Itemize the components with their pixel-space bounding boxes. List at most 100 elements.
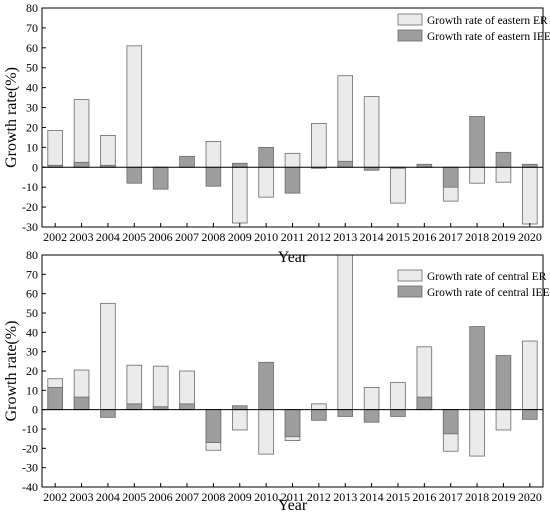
eastern-bar-er-2004 [100,135,116,168]
central-y-tick-label: 30 [26,345,38,359]
central-y-tick-label: 50 [26,306,38,320]
central-x-tick-label-2009: 2009 [228,490,252,504]
eastern-x-tick-label-2007: 2007 [175,230,199,244]
central-y-tick-label: -10 [22,422,38,436]
central-bar-er-2010 [258,409,274,455]
central-bar-iee-2004 [100,409,116,418]
central-bar-er-2014 [363,387,380,411]
legend-label-central-er: Growth rate of central ER [427,271,547,283]
central-x-tick-label-2018: 2018 [465,490,489,504]
central-x-tick-label-2012: 2012 [307,490,331,504]
central-bar-er-2012 [311,403,327,411]
central-bar-iee-2012 [311,409,327,421]
central-bar-er-2015 [390,382,406,411]
eastern-y-tick-label: 20 [26,120,38,134]
central-y-axis-title: Growth rate(%) [3,321,20,422]
central-x-tick-label-2020: 2020 [518,490,542,504]
central-bar-iee-2013 [337,409,354,417]
eastern-y-tick-label: 40 [26,81,38,95]
eastern-x-tick-label-2012: 2012 [307,230,331,244]
eastern-bar-er-2020 [522,166,538,225]
eastern-x-tick-label-2010: 2010 [254,230,278,244]
central-bar-iee-2016 [416,396,433,411]
central-x-axis-title: Year [278,497,308,514]
eastern-bar-iee-2010 [258,146,274,168]
legend-label-eastern-iee: Growth rate of eastern IEE [427,31,550,43]
eastern-bar-er-2014 [363,96,380,168]
central-x-tick-label-2011: 2011 [281,490,305,504]
eastern-y-tick-label: 50 [26,61,38,75]
central-bar-iee-2009 [231,405,248,411]
eastern-bar-iee-2018 [469,116,485,168]
central-x-tick-label-2007: 2007 [175,490,199,504]
central-bar-iee-2015 [390,409,406,417]
eastern-y-tick-label: 0 [32,160,38,174]
legend-label-eastern-er: Growth rate of eastern ER [427,15,548,27]
central-x-tick-label-2006: 2006 [149,490,173,504]
eastern-bar-iee-2011 [284,166,301,194]
eastern-bar-er-2003 [73,99,90,168]
eastern-y-tick-label: -30 [22,220,38,234]
eastern-bar-er-2018 [469,166,485,184]
eastern-legend: Growth rate of eastern ER Growth rate of… [397,13,550,43]
eastern-x-tick-label-2003: 2003 [70,230,94,244]
central-y-tick-label: -30 [22,461,38,475]
central-bars [47,254,538,457]
eastern-bar-iee-2017 [442,166,459,188]
eastern-x-tick-label-2005: 2005 [122,230,146,244]
eastern-bar-iee-2003 [73,161,90,168]
central-y-axis: -40 -30 -20 -10 0 10 20 30 40 50 60 70 80 [22,248,46,494]
central-bar-iee-2020 [522,409,538,420]
eastern-x-tick-label-2002: 2002 [43,230,67,244]
legend-swatch-eastern-er [397,13,423,26]
central-y-tick-label: 80 [26,248,38,262]
eastern-x-tick-label-2013: 2013 [333,230,357,244]
eastern-bar-iee-2013 [337,160,354,168]
central-bar-iee-2005 [126,403,143,411]
eastern-y-tick-label: -10 [22,180,38,194]
eastern-x-tick-label-2020: 2020 [518,230,542,244]
legend-label-central-iee: Growth rate of central IEE [427,287,550,299]
central-bar-iee-2002 [47,387,63,411]
eastern-bar-iee-2005 [126,166,143,184]
central-bar-iee-2017 [442,409,459,435]
central-bar-er-2009 [231,409,248,431]
central-x-tick-label-2013: 2013 [333,490,357,504]
central-bar-er-2006 [152,365,169,411]
eastern-y-tick-label: -20 [22,200,38,214]
central-bar-er-2005 [126,364,143,411]
eastern-bar-er-2012 [311,123,327,168]
eastern-x-axis-title: Year [278,249,308,266]
eastern-bar-er-2008 [205,140,222,168]
eastern-x-tick-label-2011: 2011 [281,230,305,244]
central-bar-er-2020 [522,340,538,411]
central-y-tick-label: 60 [26,287,38,301]
eastern-bar-er-2009 [231,166,248,224]
eastern-x-tick-label-2018: 2018 [465,230,489,244]
central-bar-iee-2018 [469,326,485,411]
central-y-tick-label: 10 [26,383,38,397]
eastern-y-tick-label: 80 [26,1,38,15]
legend-swatch-eastern-iee [397,29,423,42]
central-legend: Growth rate of central ER Growth rate of… [397,269,550,299]
central-bar-iee-2008 [205,409,222,443]
eastern-x-tick-label-2019: 2019 [491,230,515,244]
eastern-bar-iee-2006 [152,166,169,190]
eastern-y-axis: -30 -20 -10 0 10 20 30 40 50 60 70 80 [22,1,46,234]
central-bar-er-2018 [469,409,485,457]
legend-swatch-central-er [397,269,423,282]
eastern-x-tick-label-2009: 2009 [228,230,252,244]
central-x-tick-label-2017: 2017 [439,490,463,504]
central-x-tick-label-2010: 2010 [254,490,278,504]
central-x-tick-label-2005: 2005 [122,490,146,504]
eastern-bars [47,45,538,225]
eastern-y-axis-title: Growth rate(%) [3,67,20,168]
central-x-tick-label-2019: 2019 [491,490,515,504]
eastern-x-tick-label-2006: 2006 [149,230,173,244]
central-bar-iee-2010 [258,361,274,411]
central-bar-iee-2007 [179,403,195,411]
central-x-tick-label-2002: 2002 [43,490,67,504]
legend-swatch-central-iee [397,285,423,298]
